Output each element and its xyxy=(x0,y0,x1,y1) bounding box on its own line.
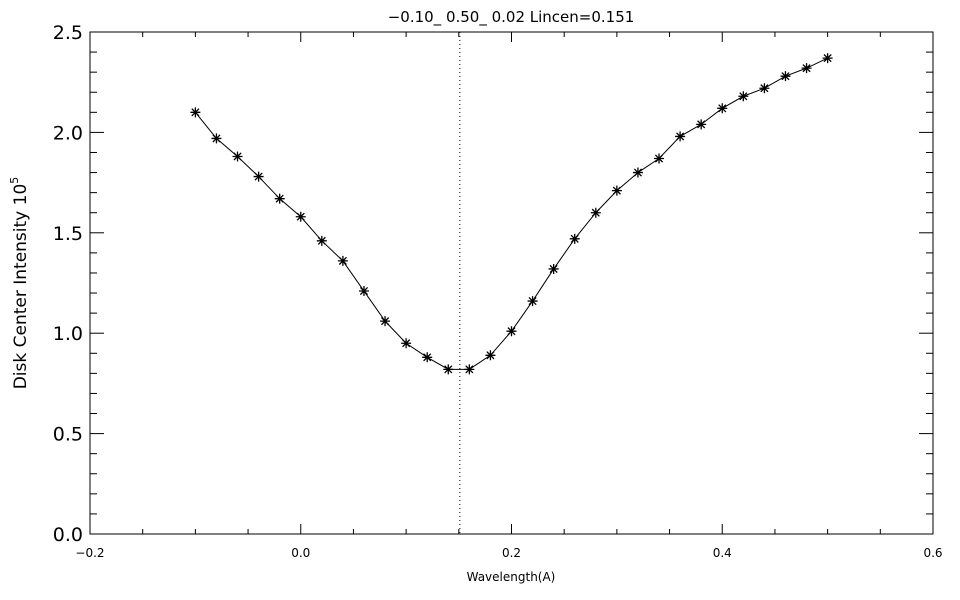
x-tick-label: 0.4 xyxy=(713,546,732,560)
data-point xyxy=(253,171,264,182)
data-point xyxy=(464,364,475,375)
x-axis-label: Wavelength(A) xyxy=(467,570,556,584)
chart-title: −0.10_ 0.50_ 0.02 Lincen=0.151 xyxy=(388,8,635,27)
data-point xyxy=(211,133,222,144)
x-tick-label: 0.0 xyxy=(291,546,310,560)
plot-frame xyxy=(89,31,934,535)
data-point xyxy=(696,119,707,130)
data-point xyxy=(717,103,728,114)
data-point xyxy=(569,233,580,244)
data-point xyxy=(632,167,643,178)
y-tick-labels: 0.0 0.5 1.0 1.5 2.0 2.5 xyxy=(53,22,83,546)
data-point xyxy=(675,131,686,142)
data-point xyxy=(443,364,454,375)
data-point xyxy=(401,338,412,349)
x-tick-label: 0.2 xyxy=(502,546,521,560)
data-point xyxy=(295,211,306,222)
x-tick-label: 0.6 xyxy=(923,546,942,560)
data-point xyxy=(274,193,285,204)
data-point xyxy=(380,316,391,327)
data-point xyxy=(738,91,749,102)
y-axis-label-exponent: 5 xyxy=(8,177,21,184)
data-point xyxy=(358,286,369,297)
data-point xyxy=(190,107,201,118)
series-line xyxy=(194,57,828,370)
y-tick-label: 0.5 xyxy=(53,424,83,446)
data-point xyxy=(801,63,812,74)
data-point xyxy=(316,235,327,246)
axis-ticks xyxy=(89,31,934,535)
data-point xyxy=(485,350,496,361)
y-tick-label: 1.5 xyxy=(53,223,83,245)
data-point xyxy=(822,53,833,64)
x-tick-labels: −0.2 0.0 0.2 0.4 0.6 xyxy=(75,546,942,560)
data-point xyxy=(232,151,243,162)
data-point xyxy=(422,352,433,363)
y-tick-label: 2.0 xyxy=(53,122,83,144)
data-point xyxy=(506,326,517,337)
data-point xyxy=(780,71,791,82)
data-point xyxy=(548,263,559,274)
svg-text:Disk Center Intensity 105: Disk Center Intensity 105 xyxy=(8,177,31,390)
y-axis-label: Disk Center Intensity xyxy=(11,211,31,390)
data-point xyxy=(759,83,770,94)
y-tick-label: 2.5 xyxy=(53,22,83,44)
data-point-markers xyxy=(190,53,833,375)
y-tick-label: 0.0 xyxy=(53,524,83,546)
y-axis-label-group: Disk Center Intensity 105 xyxy=(8,177,31,390)
data-point xyxy=(337,255,348,266)
y-axis-label-power: 10 xyxy=(11,184,31,206)
data-point xyxy=(527,296,538,307)
data-point xyxy=(590,207,601,218)
y-tick-label: 1.0 xyxy=(53,323,83,345)
data-point xyxy=(654,153,665,164)
x-tick-label: −0.2 xyxy=(75,546,104,560)
data-point xyxy=(611,185,622,196)
